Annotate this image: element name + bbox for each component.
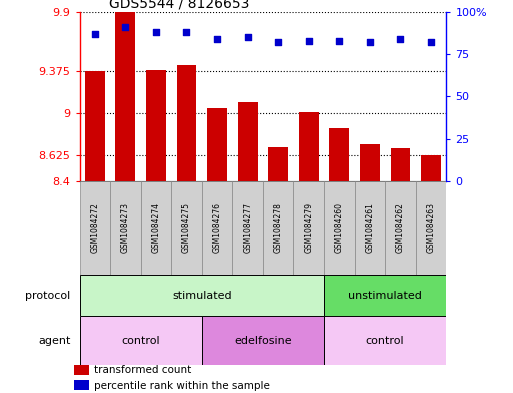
Bar <box>268 147 288 181</box>
Text: GSM1084277: GSM1084277 <box>243 202 252 253</box>
Bar <box>80 181 110 275</box>
Bar <box>238 102 258 181</box>
Point <box>305 37 313 44</box>
Point <box>91 31 99 37</box>
Point <box>244 34 252 40</box>
Bar <box>176 65 196 181</box>
Bar <box>74 365 89 375</box>
Bar <box>85 72 105 181</box>
Bar <box>74 380 89 390</box>
Text: GSM1084274: GSM1084274 <box>151 202 161 253</box>
Bar <box>360 143 380 181</box>
Text: control: control <box>122 336 160 346</box>
Text: percentile rank within the sample: percentile rank within the sample <box>94 380 270 391</box>
Bar <box>232 181 263 275</box>
Text: GDS5544 / 8126653: GDS5544 / 8126653 <box>109 0 249 11</box>
Bar <box>110 181 141 275</box>
Text: GSM1084275: GSM1084275 <box>182 202 191 253</box>
Point <box>121 24 129 30</box>
Text: GSM1084272: GSM1084272 <box>90 202 100 253</box>
Text: agent: agent <box>38 336 70 346</box>
Bar <box>80 275 324 316</box>
Text: transformed count: transformed count <box>94 365 191 375</box>
Text: protocol: protocol <box>25 291 70 301</box>
Text: GSM1084279: GSM1084279 <box>304 202 313 253</box>
Bar <box>385 181 416 275</box>
Bar <box>202 316 324 365</box>
Bar <box>299 112 319 181</box>
Bar <box>416 181 446 275</box>
Bar <box>324 316 446 365</box>
Text: edelfosine: edelfosine <box>234 336 292 346</box>
Text: GSM1084260: GSM1084260 <box>335 202 344 253</box>
Point <box>335 37 343 44</box>
Text: GSM1084263: GSM1084263 <box>426 202 436 253</box>
Bar <box>263 181 293 275</box>
Point <box>274 39 282 45</box>
Bar <box>329 128 349 181</box>
Bar <box>171 181 202 275</box>
Bar <box>141 181 171 275</box>
Point <box>366 39 374 45</box>
Text: stimulated: stimulated <box>172 291 231 301</box>
Text: GSM1084276: GSM1084276 <box>212 202 222 253</box>
Bar <box>390 148 410 181</box>
Text: GSM1084273: GSM1084273 <box>121 202 130 253</box>
Text: GSM1084261: GSM1084261 <box>365 202 374 253</box>
Bar <box>421 155 441 181</box>
Text: GSM1084278: GSM1084278 <box>274 202 283 253</box>
Bar <box>207 108 227 181</box>
Bar <box>115 9 135 181</box>
Text: unstimulated: unstimulated <box>348 291 422 301</box>
Point <box>397 36 405 42</box>
Bar <box>324 275 446 316</box>
Point <box>213 36 221 42</box>
Bar <box>80 316 202 365</box>
Bar <box>293 181 324 275</box>
Point <box>427 39 435 45</box>
Text: control: control <box>366 336 404 346</box>
Bar <box>324 181 354 275</box>
Point <box>152 29 160 35</box>
Text: GSM1084262: GSM1084262 <box>396 202 405 253</box>
Bar <box>146 70 166 181</box>
Bar <box>202 181 232 275</box>
Bar <box>354 181 385 275</box>
Point <box>183 29 191 35</box>
